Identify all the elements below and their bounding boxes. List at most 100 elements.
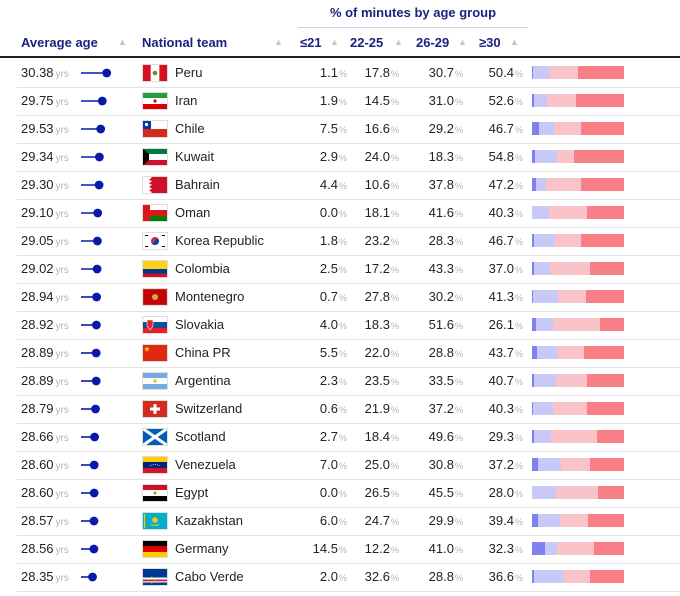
team-name[interactable]: Korea Republic <box>175 233 264 248</box>
age-group-title: % of minutes by age group <box>329 5 497 20</box>
national-team-header[interactable]: National team <box>142 35 228 50</box>
table-row[interactable]: 28.79 yrs Switzerland 0.6% 21.9% 37.2% 40.3% <box>17 395 680 424</box>
team-name[interactable]: Germany <box>175 541 229 556</box>
team-name[interactable]: Switzerland <box>175 401 243 416</box>
bar-seg-over-30 <box>597 430 624 443</box>
table-row[interactable]: 29.10 yrs Oman 0.0% 18.1% 41.6% 40.3% <box>17 199 680 228</box>
lollipop-dot <box>89 516 99 526</box>
pct-a26_29: 31.0% <box>428 93 463 108</box>
average-age-value: 28.92 yrs <box>21 317 69 332</box>
over-30-header[interactable]: ≥30 <box>479 35 501 50</box>
kuwait-flag <box>142 148 168 166</box>
lollipop-dot <box>91 348 101 358</box>
lollipop-dot <box>94 180 104 190</box>
u21-header[interactable]: ≤21 <box>300 35 322 50</box>
table-row[interactable]: 28.56 yrs Germany 14.5% 12.2% 41.0% 32.3% <box>17 535 680 564</box>
bar-seg-u21 <box>532 94 534 107</box>
average-age-value: 28.89 yrs <box>21 345 69 360</box>
table-row[interactable]: 28.66 yrs Scotland 2.7% 18.4% 49.6% 29.3% <box>17 423 680 452</box>
age-mix-bar <box>532 374 624 387</box>
age-22-25-header[interactable]: 22-25 <box>350 35 384 50</box>
table-row[interactable]: 29.05 yrs Korea Republic 1.8% 23.2% 28.3% 46.… <box>17 227 680 256</box>
age-26-29-header[interactable]: 26-29 <box>416 35 450 50</box>
pct-u21: 5.5% <box>319 345 347 360</box>
average-age-header[interactable]: Average age <box>21 35 98 50</box>
table-row[interactable]: 28.35 yrs Cabo Verde 2.0% 32.6% 28.8% 36.6% <box>17 563 680 592</box>
table-row[interactable]: 30.38 yrs Peru 1.1% 17.8% 30.7% 50.4% <box>17 59 680 88</box>
table-row[interactable]: 28.89 yrs China PR 5.5% 22.0% 28.8% 43.7% <box>17 339 680 368</box>
team-name[interactable]: Oman <box>175 205 211 220</box>
average-age-value: 28.60 yrs <box>21 485 69 500</box>
team-name[interactable]: Montenegro <box>175 289 245 304</box>
age-lollipop <box>81 143 121 171</box>
bar-seg-22-25 <box>533 570 564 583</box>
colombia-flag <box>142 260 168 278</box>
team-name[interactable]: Cabo Verde <box>175 569 244 584</box>
bar-seg-26-29 <box>560 514 588 527</box>
team-name[interactable]: Slovakia <box>175 317 225 332</box>
team-name[interactable]: Scotland <box>175 429 226 444</box>
scotland-flag <box>141 426 169 448</box>
bar-seg-over-30 <box>598 486 624 499</box>
age-mix-bar <box>532 346 624 359</box>
team-name[interactable]: Colombia <box>175 261 230 276</box>
team-name[interactable]: Peru <box>175 65 203 80</box>
pct-u21: 0.0% <box>319 485 347 500</box>
lollipop-dot <box>89 460 99 470</box>
bar-seg-over-30 <box>581 122 624 135</box>
team-name[interactable]: Iran <box>175 93 198 108</box>
sort-up-icon[interactable]: ▲ <box>118 37 127 47</box>
team-name[interactable]: Egypt <box>175 485 209 500</box>
bar-seg-u21 <box>532 542 546 555</box>
table-row[interactable]: 28.94 yrs Montenegro 0.7% 27.8% 30.2% 41.3% <box>17 283 680 312</box>
age-mix-bar <box>532 94 624 107</box>
sort-up-icon[interactable]: ▲ <box>458 37 467 47</box>
age-mix-bar <box>532 458 624 471</box>
age-mix-bar <box>532 570 624 583</box>
team-name[interactable]: Argentina <box>175 373 231 388</box>
bar-seg-u21 <box>532 178 537 191</box>
team-name[interactable]: Chile <box>175 121 205 136</box>
pct-u21: 2.0% <box>319 569 347 584</box>
age-lollipop <box>81 479 121 507</box>
pct-u21: 0.7% <box>319 289 347 304</box>
sort-up-icon[interactable]: ▲ <box>394 37 403 47</box>
table-row[interactable]: 29.30 yrs Bahrain 4.4% 10.6% 37.8% 47.2% <box>17 171 680 200</box>
pct-u21: 14.5% <box>312 541 347 556</box>
slovakia-flag <box>142 316 168 334</box>
table-row[interactable]: 28.92 yrs Slovakia 4.0% 18.3% 51.6% 26.1% <box>17 311 680 340</box>
sort-up-icon[interactable]: ▲ <box>274 37 283 47</box>
age-lollipop <box>81 395 121 423</box>
table-row[interactable]: 28.57 yrs Kazakhstan 6.0% 24.7% 29.9% 39.4% <box>17 507 680 536</box>
pct-u21: 7.0% <box>319 457 347 472</box>
bar-seg-22-25 <box>532 290 559 303</box>
team-name[interactable]: Venezuela <box>175 457 236 472</box>
average-age-value: 29.75 yrs <box>21 93 69 108</box>
average-age-value: 29.02 yrs <box>21 261 69 276</box>
table-row[interactable]: 29.75 yrs Iran 1.9% 14.5% 31.0% 52.6% <box>17 87 680 116</box>
table-row[interactable]: 29.02 yrs Colombia 2.5% 17.2% 43.3% 37.0% <box>17 255 680 284</box>
table-row[interactable]: 28.60 yrs Egypt 0.0% 26.5% 45.5% 28.0% <box>17 479 680 508</box>
lollipop-dot <box>93 236 102 246</box>
table-row[interactable]: 29.34 yrs Kuwait 2.9% 24.0% 18.3% 54.8% <box>17 143 680 172</box>
bar-seg-22-25 <box>533 234 555 247</box>
lollipop-dot <box>97 96 107 106</box>
pct-o30: 40.7% <box>488 373 523 388</box>
bar-seg-26-29 <box>545 178 581 191</box>
team-name[interactable]: Kuwait <box>175 149 215 164</box>
pct-a22_25: 14.5% <box>364 93 399 108</box>
pct-o30: 36.6% <box>488 569 523 584</box>
team-name[interactable]: Kazakhstan <box>175 513 243 528</box>
team-name[interactable]: Bahrain <box>175 177 220 192</box>
sort-up-icon[interactable]: ▲ <box>510 37 519 47</box>
team-name[interactable]: China PR <box>175 345 231 360</box>
table-row[interactable]: 29.53 yrs Chile 7.5% 16.6% 29.2% 46.7% <box>17 115 680 144</box>
bar-seg-26-29 <box>554 122 582 135</box>
lollipop-dot <box>88 572 97 582</box>
pct-u21: 0.0% <box>319 205 347 220</box>
table-row[interactable]: 28.89 yrs Argentina 2.3% 23.5% 33.5% 40.7% <box>17 367 680 396</box>
pct-o30: 43.7% <box>488 345 523 360</box>
sort-up-icon[interactable]: ▲ <box>330 37 339 47</box>
table-row[interactable]: 28.60 yrs Venezuela 7.0% 25.0% 30.8% 37.2% <box>17 451 680 480</box>
bar-seg-22-25 <box>545 542 557 555</box>
